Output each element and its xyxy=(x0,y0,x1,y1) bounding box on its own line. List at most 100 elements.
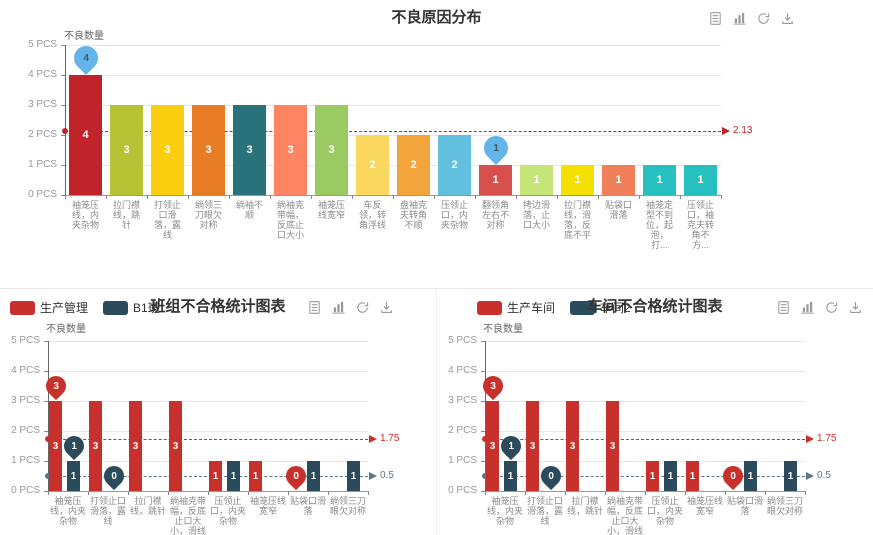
bar-车间2[interactable]: 1 xyxy=(504,461,517,491)
data-view-icon[interactable] xyxy=(708,11,723,26)
y-axis-tick-label: 3 PCS xyxy=(28,99,57,110)
x-axis-tick xyxy=(598,195,599,199)
bar-车间2[interactable]: 1 xyxy=(664,461,677,491)
bar-不良数量[interactable]: 3 xyxy=(233,105,266,195)
gridline xyxy=(48,461,368,462)
gridline xyxy=(65,105,721,106)
markline xyxy=(48,438,368,440)
x-axis-category-label: 绱袖克带幅，反底止口大小，滑线 xyxy=(607,496,644,535)
markpoint-pin-head: 3 xyxy=(478,371,507,401)
y-axis-tick xyxy=(481,341,485,342)
panel-team-defects: 生产管理 B1班 班组不合格统计图表 不良数量 5 PCS 4 PCS 3 PCS 2… xyxy=(0,289,437,535)
y-axis-tick-label: 5 PCS xyxy=(11,335,40,346)
gridline xyxy=(65,45,721,46)
legend-swatch xyxy=(10,300,35,315)
gridline xyxy=(485,371,805,372)
x-axis-tick xyxy=(475,195,476,199)
legend-item-series2[interactable]: 车间2 xyxy=(570,299,631,316)
data-view-icon[interactable] xyxy=(307,300,322,315)
bar-不良数量[interactable]: 2 xyxy=(397,135,430,195)
bar-车间2[interactable]: 1 xyxy=(744,461,757,491)
x-axis-category-label: 绱袖克带幅，反底止口大小，滑线 xyxy=(170,496,207,535)
bar-不良数量[interactable]: 3 xyxy=(110,105,143,195)
restore-icon[interactable] xyxy=(756,11,771,26)
bar-生产车间[interactable]: 3 xyxy=(526,401,539,491)
bar-不良数量[interactable]: 3 xyxy=(151,105,184,195)
bar-生产管理[interactable]: 1 xyxy=(209,461,222,491)
restore-icon[interactable] xyxy=(824,300,839,315)
x-axis-category-label: 车反领，转角浮线 xyxy=(358,200,386,230)
y-axis-tick-label: 2 PCS xyxy=(11,425,40,436)
bar-生产车间[interactable]: 3 xyxy=(606,401,619,491)
bar-B1班[interactable]: 1 xyxy=(347,461,360,491)
save-image-icon[interactable] xyxy=(848,300,863,315)
bar-不良数量[interactable]: 1 xyxy=(684,165,717,195)
bar-不良数量[interactable]: 4 xyxy=(69,75,102,195)
gridline xyxy=(48,371,368,372)
bar-车间2[interactable]: 1 xyxy=(784,461,797,491)
magic-type-bar-icon[interactable] xyxy=(800,300,815,315)
bar-生产管理[interactable]: 3 xyxy=(49,401,62,491)
bar-value-label: 1 xyxy=(615,174,622,186)
bar-生产管理[interactable]: 3 xyxy=(129,401,142,491)
y-axis-tick xyxy=(61,165,65,166)
bar-B1班[interactable]: 1 xyxy=(67,461,80,491)
markline-value-label: 2.13 xyxy=(733,125,753,137)
legend-item-series1[interactable]: 生产车间 xyxy=(477,299,555,316)
bar-不良数量[interactable]: 1 xyxy=(561,165,594,195)
bar-B1班[interactable]: 1 xyxy=(227,461,240,491)
bar-不良数量[interactable]: 3 xyxy=(274,105,307,195)
legend-item-series1[interactable]: 生产管理 xyxy=(10,299,88,316)
bar-value-label: 1 xyxy=(507,470,514,482)
bar-生产车间[interactable]: 3 xyxy=(566,401,579,491)
markline-start-dot xyxy=(45,473,51,479)
x-axis-tick xyxy=(229,195,230,199)
bar-不良数量[interactable]: 1 xyxy=(479,165,512,195)
page-title: 不良原因分布 xyxy=(391,9,482,26)
bar-不良数量[interactable]: 3 xyxy=(315,105,348,195)
bar-不良数量[interactable]: 3 xyxy=(192,105,225,195)
save-image-icon[interactable] xyxy=(379,300,394,315)
bar-value-label: 1 xyxy=(70,470,77,482)
markline-value-label: 0.5 xyxy=(380,470,394,481)
bar-不良数量[interactable]: 2 xyxy=(438,135,471,195)
bar-生产管理[interactable]: 1 xyxy=(249,461,262,491)
bar-不良数量[interactable]: 1 xyxy=(602,165,635,195)
x-axis-tick xyxy=(721,195,722,199)
bar-不良数量[interactable]: 1 xyxy=(643,165,676,195)
magic-type-bar-icon[interactable] xyxy=(732,11,747,26)
y-axis-line xyxy=(65,45,66,195)
y-axis-name: 不良数量 xyxy=(483,324,523,335)
markline xyxy=(48,476,368,477)
x-axis-category-label: 袖笼压线，内夹杂物 xyxy=(50,496,87,526)
bar-B1班[interactable]: 1 xyxy=(307,461,320,491)
bar-value-label: 1 xyxy=(533,174,540,186)
x-axis-category-label: 压领止口，内夹杂物 xyxy=(210,496,247,526)
magic-type-bar-icon[interactable] xyxy=(331,300,346,315)
restore-icon[interactable] xyxy=(355,300,370,315)
bar-生产车间[interactable]: 3 xyxy=(486,401,499,491)
x-axis-tick xyxy=(645,491,646,495)
gridline xyxy=(485,431,805,432)
bar-生产管理[interactable]: 3 xyxy=(89,401,102,491)
x-axis-tick xyxy=(765,491,766,495)
markline-start-dot xyxy=(482,473,488,479)
bar-生产车间[interactable]: 1 xyxy=(646,461,659,491)
bar-不良数量[interactable]: 1 xyxy=(520,165,553,195)
toolbox xyxy=(307,300,394,315)
bar-生产车间[interactable]: 1 xyxy=(686,461,699,491)
markpoint-pin: 0 xyxy=(536,461,565,491)
x-axis-tick xyxy=(557,195,558,199)
bar-value-label: 3 xyxy=(328,144,335,156)
y-axis-tick xyxy=(481,491,485,492)
bar-value-label: 1 xyxy=(310,470,317,482)
y-axis-tick xyxy=(44,401,48,402)
gridline xyxy=(485,341,805,342)
bar-不良数量[interactable]: 2 xyxy=(356,135,389,195)
bar-生产管理[interactable]: 3 xyxy=(169,401,182,491)
y-axis-tick-label: 5 PCS xyxy=(28,39,57,50)
data-view-icon[interactable] xyxy=(776,300,791,315)
legend-item-series2[interactable]: B1班 xyxy=(103,299,160,316)
bar-value-label: 2 xyxy=(410,159,417,171)
save-image-icon[interactable] xyxy=(780,11,795,26)
